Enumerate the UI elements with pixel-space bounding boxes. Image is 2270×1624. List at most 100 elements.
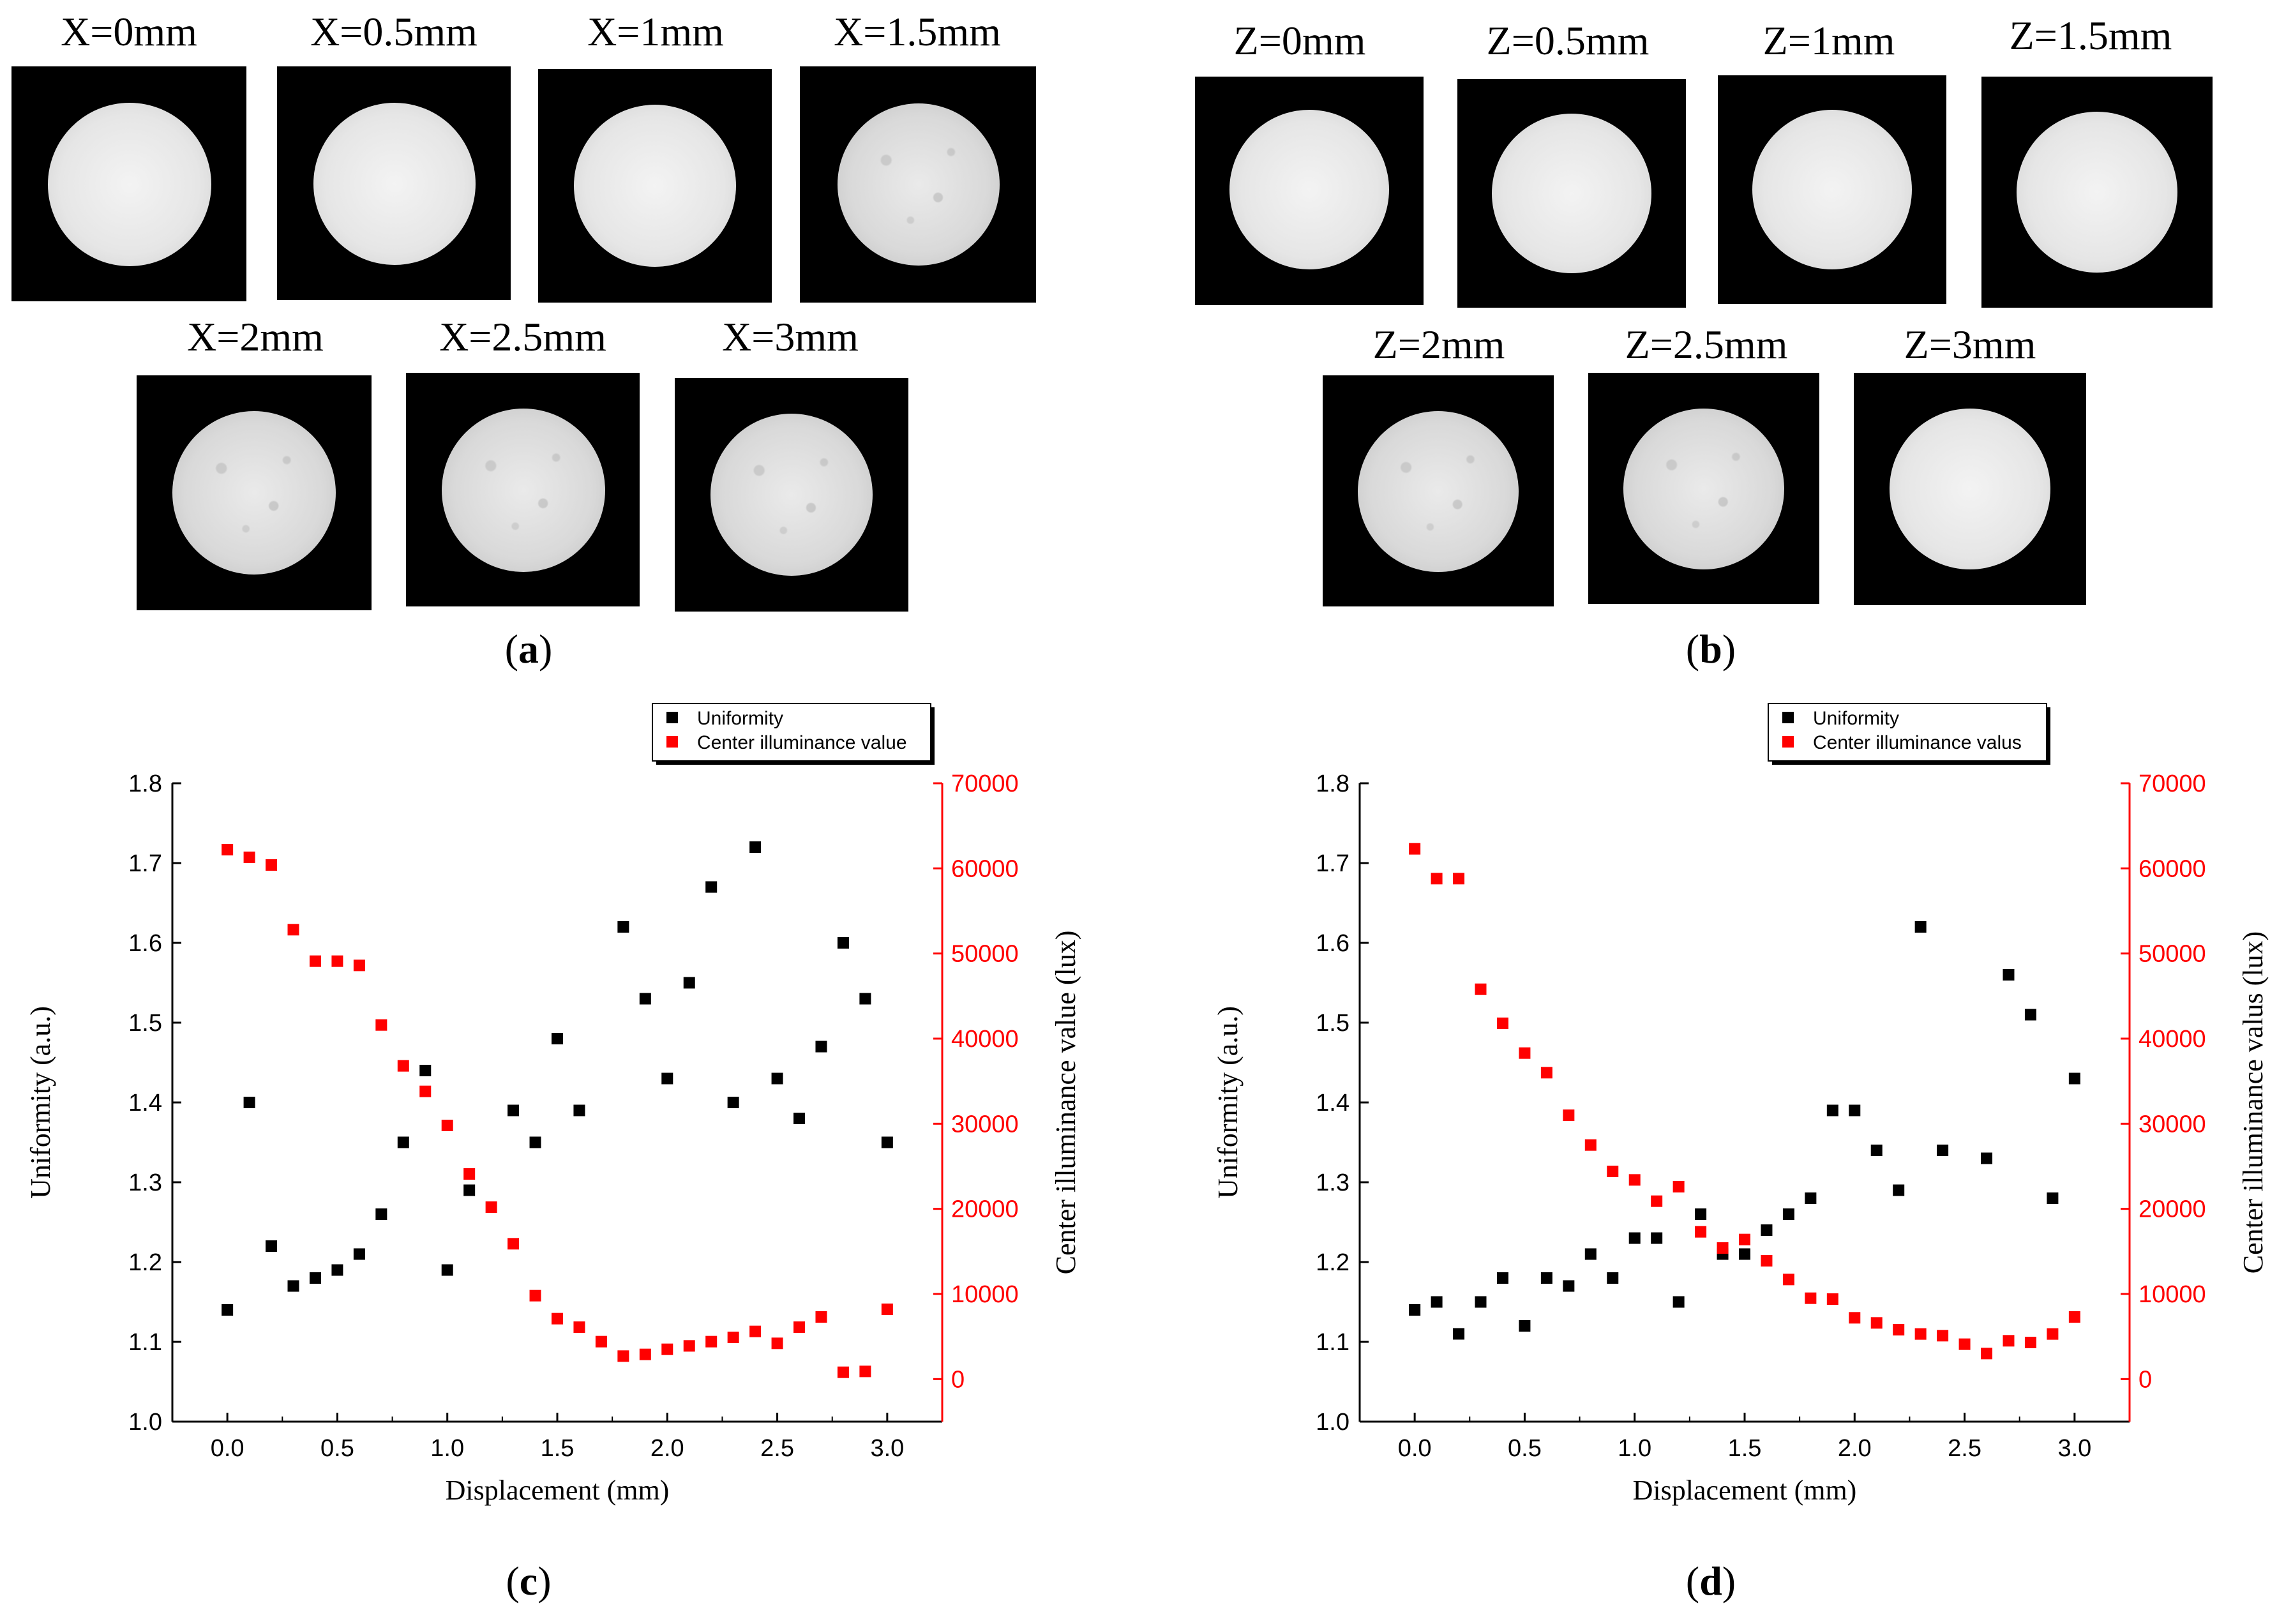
- uniformity-point: [1893, 1184, 1905, 1196]
- illuminance-point: [793, 1321, 806, 1333]
- uniformity-point: [375, 1208, 387, 1220]
- light-spot: [710, 414, 873, 576]
- uniformity-point: [441, 1264, 453, 1276]
- spot-image-a-3: [800, 66, 1036, 303]
- illuminance-point: [2068, 1311, 2080, 1323]
- caption-letter: b: [1699, 626, 1722, 672]
- caption-paren: (: [504, 626, 518, 672]
- illuminance-point: [353, 959, 365, 972]
- illuminance-point: [1717, 1242, 1729, 1254]
- illuminance-point: [309, 955, 321, 967]
- uniformity-point: [463, 1184, 476, 1196]
- caption-letter: c: [519, 1558, 538, 1604]
- x-tick-label: 2.5: [1948, 1435, 1981, 1462]
- uniformity-point: [419, 1065, 432, 1076]
- spot-image-a-2: [538, 69, 772, 303]
- image-label-b-3: Z=1.5mm: [2009, 13, 2172, 58]
- y-right-tick-label: 60000: [951, 855, 1019, 882]
- y-left-tick-label: 1.6: [128, 930, 162, 957]
- illuminance-point: [287, 924, 299, 936]
- illuminance-point: [552, 1312, 563, 1325]
- legend-marker: [666, 712, 678, 723]
- image-label-a-0: X=0mm: [61, 9, 197, 54]
- image-label-b-2: Z=1mm: [1763, 18, 1895, 63]
- uniformity-point: [287, 1280, 299, 1292]
- illuminance-point: [1870, 1317, 1883, 1329]
- illuminance-point: [2024, 1337, 2036, 1348]
- uniformity-point: [222, 1304, 234, 1316]
- caption-d: (d): [1686, 1558, 1736, 1605]
- y-axis-left-label: Uniformity (a.u.): [1212, 1006, 1244, 1199]
- legend-box: [652, 703, 931, 762]
- uniformity-point: [1496, 1272, 1508, 1284]
- illuminance-point: [661, 1343, 673, 1355]
- illuminance-point: [1519, 1047, 1531, 1059]
- image-label-a-5: X=2.5mm: [439, 314, 606, 359]
- y-right-tick-label: 40000: [2138, 1026, 2206, 1053]
- illuminance-point: [507, 1238, 520, 1250]
- illuminance-point: [331, 955, 343, 967]
- y-left-tick-label: 1.1: [1316, 1329, 1349, 1356]
- image-label-b-1: Z=0.5mm: [1486, 18, 1650, 63]
- image-label-a-2: X=1mm: [587, 9, 724, 54]
- uniformity-point: [1540, 1272, 1552, 1284]
- uniformity-point: [331, 1264, 343, 1276]
- legend-label: Uniformity: [1813, 708, 1899, 729]
- y-right-tick-label: 40000: [951, 1026, 1019, 1053]
- caption-b: (b): [1686, 626, 1736, 673]
- uniformity-point: [639, 993, 651, 1005]
- illuminance-point: [1628, 1174, 1641, 1186]
- y-left-tick-label: 1.0: [1316, 1409, 1349, 1436]
- illuminance-point: [2047, 1328, 2059, 1340]
- x-tick-label: 3.0: [2057, 1435, 2091, 1462]
- illuminance-point: [1540, 1067, 1552, 1079]
- illuminance-point: [617, 1350, 629, 1362]
- illuminance-point: [1958, 1338, 1971, 1350]
- y-right-tick-label: 30000: [951, 1111, 1019, 1138]
- light-spot: [48, 103, 211, 266]
- uniformity-point: [617, 921, 629, 933]
- illuminance-point: [463, 1168, 476, 1180]
- y-left-tick-label: 1.3: [128, 1169, 162, 1196]
- illuminance-point: [1893, 1324, 1905, 1335]
- uniformity-point: [507, 1104, 520, 1116]
- caption-letter: a: [518, 626, 539, 672]
- uniformity-point: [1651, 1232, 1663, 1244]
- illuminance-point: [222, 844, 234, 855]
- illuminance-point: [419, 1085, 432, 1097]
- illuminance-point: [859, 1365, 871, 1378]
- y-left-tick-label: 1.4: [1316, 1090, 1349, 1116]
- y-right-tick-label: 10000: [2138, 1281, 2206, 1308]
- legend-label: Center illuminance valus: [1813, 732, 2022, 753]
- uniformity-point: [1849, 1104, 1861, 1116]
- light-spot: [1229, 110, 1389, 269]
- image-label-a-3: X=1.5mm: [834, 9, 1001, 54]
- uniformity-point: [661, 1072, 673, 1085]
- illuminance-point: [815, 1311, 827, 1323]
- illuminance-point: [1761, 1255, 1773, 1267]
- y-right-tick-label: 0: [2138, 1366, 2152, 1393]
- spot-image-a-4: [137, 375, 372, 610]
- y-right-tick-label: 70000: [2138, 771, 2206, 797]
- uniformity-point: [309, 1272, 321, 1284]
- y-left-tick-label: 1.2: [1316, 1249, 1349, 1276]
- caption-a: (a): [505, 626, 553, 673]
- light-spot: [1890, 409, 2050, 569]
- illuminance-point: [1849, 1312, 1861, 1324]
- y-left-tick-label: 1.8: [1316, 771, 1349, 797]
- spot-image-b-3: [1981, 77, 2213, 308]
- uniformity-point: [1805, 1192, 1817, 1204]
- illuminance-point: [375, 1019, 387, 1031]
- x-axis-label: Displacement (mm): [1633, 1475, 1857, 1506]
- x-tick-label: 3.0: [870, 1435, 904, 1462]
- x-tick-label: 0.0: [211, 1435, 244, 1462]
- illuminance-point: [573, 1321, 585, 1333]
- x-tick-label: 0.5: [1508, 1435, 1542, 1462]
- uniformity-point: [881, 1136, 893, 1148]
- uniformity-point: [1628, 1232, 1641, 1244]
- illuminance-point: [749, 1325, 762, 1337]
- y-left-tick-label: 1.7: [128, 850, 162, 877]
- y-left-tick-label: 1.2: [128, 1249, 162, 1276]
- uniformity-point: [749, 841, 762, 853]
- illuminance-point: [1937, 1330, 1949, 1342]
